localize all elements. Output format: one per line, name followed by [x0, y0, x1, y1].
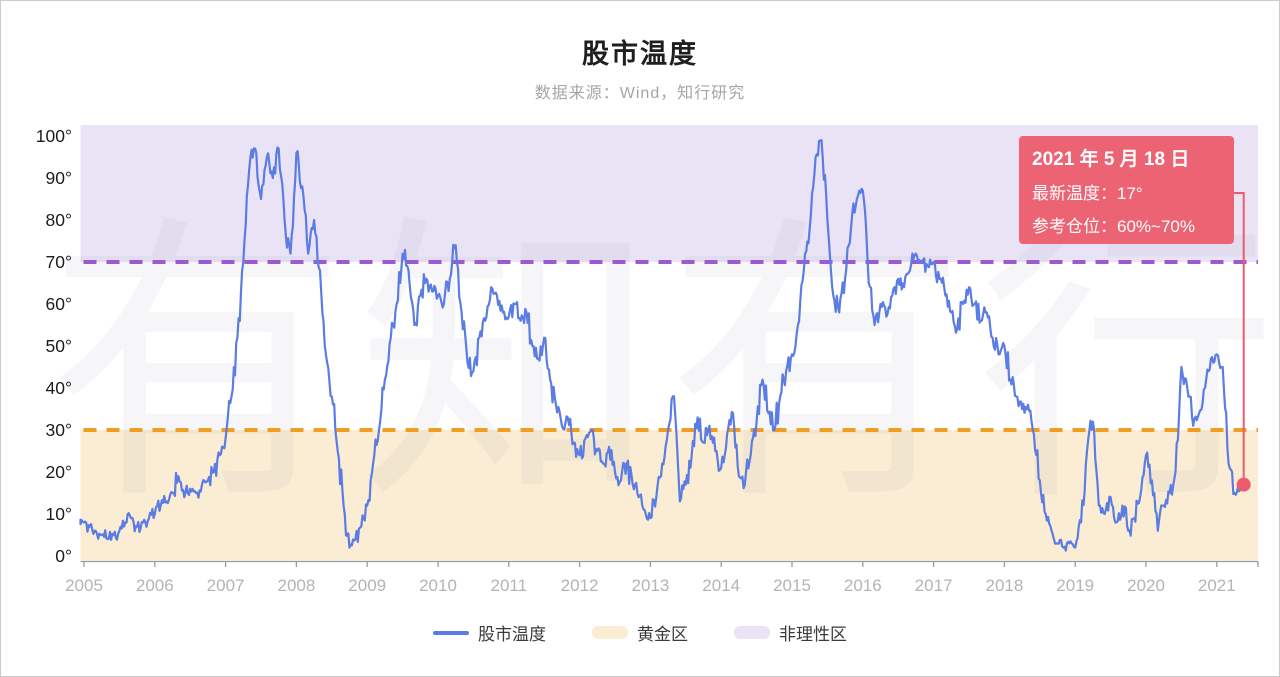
svg-text:2005: 2005 [65, 576, 103, 595]
svg-text:2013: 2013 [631, 576, 669, 595]
legend-item-label: 黄金区 [637, 625, 688, 644]
line-swatch-icon [433, 630, 469, 635]
svg-text:80°: 80° [46, 210, 72, 230]
legend-item-label: 股市温度 [478, 625, 546, 644]
svg-text:30°: 30° [46, 420, 72, 440]
svg-text:2017: 2017 [915, 576, 953, 595]
svg-text:2007: 2007 [207, 576, 245, 595]
svg-text:40°: 40° [46, 378, 72, 398]
data-source-subtitle: 数据来源：Wind，知行研究 [534, 85, 746, 102]
svg-text:2011: 2011 [491, 576, 528, 595]
legend-item-temperature[interactable]: 股市温度 [433, 620, 546, 645]
svg-text:20°: 20° [46, 462, 72, 482]
svg-text:70°: 70° [46, 252, 72, 272]
tooltip-position: 参考仓位：60%~70% [1032, 217, 1195, 236]
tooltip-date: 2021 年 5 月 18 日 [1032, 149, 1190, 170]
golden-zone-swatch-icon [592, 626, 628, 639]
svg-text:2015: 2015 [773, 576, 811, 595]
legend-item-irrational-zone[interactable]: 非理性区 [734, 620, 847, 645]
svg-text:2009: 2009 [348, 576, 386, 595]
svg-text:有知有行: 有知有行 [47, 197, 1280, 533]
svg-text:2006: 2006 [136, 576, 174, 595]
svg-text:60°: 60° [46, 294, 72, 314]
svg-text:90°: 90° [46, 168, 72, 188]
svg-text:50°: 50° [46, 336, 72, 356]
svg-text:2012: 2012 [561, 576, 599, 595]
tooltip-temperature: 最新温度：17° [1032, 184, 1143, 203]
svg-text:2014: 2014 [702, 576, 740, 595]
svg-text:2018: 2018 [985, 576, 1023, 595]
svg-text:2020: 2020 [1127, 576, 1165, 595]
svg-text:2008: 2008 [277, 576, 315, 595]
svg-text:100°: 100° [36, 126, 72, 146]
page-title: 股市温度 [582, 39, 698, 69]
svg-text:2019: 2019 [1056, 576, 1094, 595]
svg-text:10°: 10° [46, 504, 72, 524]
svg-text:0°: 0° [55, 546, 72, 566]
svg-text:2016: 2016 [844, 576, 882, 595]
latest-point-marker [1236, 477, 1251, 492]
irrational-zone-swatch-icon [734, 626, 770, 639]
legend: 股市温度 黄金区 非理性区 [1, 620, 1279, 645]
svg-text:2021: 2021 [1198, 576, 1236, 595]
legend-item-golden-zone[interactable]: 黄金区 [592, 620, 688, 645]
latest-reading-tooltip: 2021 年 5 月 18 日 最新温度：17° 参考仓位：60%~70% [1019, 136, 1234, 244]
legend-item-label: 非理性区 [779, 625, 847, 644]
svg-text:2010: 2010 [419, 576, 457, 595]
